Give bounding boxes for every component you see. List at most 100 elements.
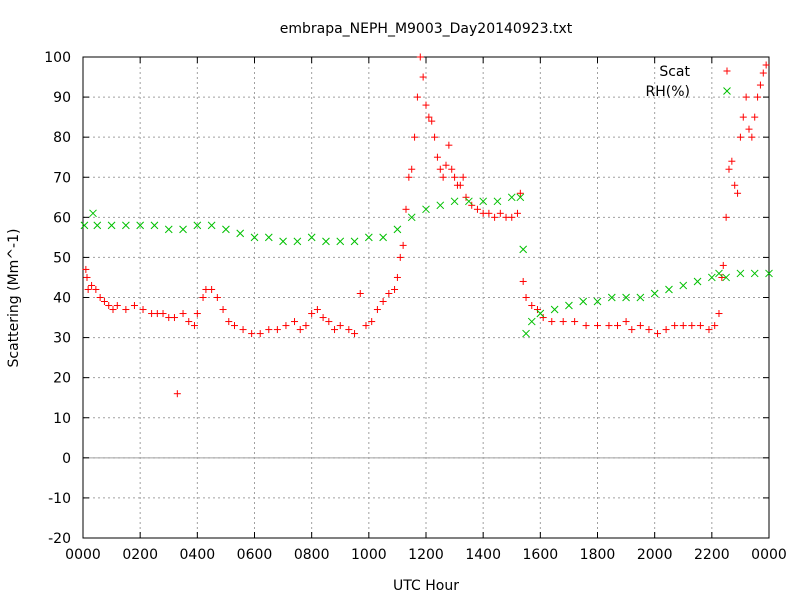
scat-point (696, 322, 704, 330)
scat-point (199, 294, 207, 301)
scat-point (170, 314, 178, 322)
scat-point (379, 298, 387, 306)
x-tick-label: 1200 (408, 547, 444, 563)
x-tick-label: 1800 (580, 547, 616, 563)
scat-point (548, 318, 556, 326)
scat-point (718, 273, 726, 281)
rh-point (436, 201, 445, 210)
scat-point (459, 173, 467, 181)
scat-point (345, 326, 353, 334)
rh-point (516, 193, 525, 202)
scat-point (442, 161, 450, 169)
scat-point (731, 181, 739, 189)
rh-point (393, 225, 402, 234)
rh-point (722, 273, 730, 282)
scat-point (636, 322, 644, 330)
scat-point (759, 69, 767, 77)
rh-point (322, 237, 330, 246)
scat-point (122, 306, 130, 314)
scat-point (539, 314, 547, 322)
scat-point (308, 310, 316, 318)
rh-point (364, 233, 373, 242)
rh-point (136, 221, 145, 230)
scat-point (84, 285, 92, 293)
scat-point (679, 322, 687, 330)
rh-point (193, 221, 202, 230)
scat-point (559, 318, 567, 326)
rh-point (565, 301, 573, 310)
rh-point (307, 233, 316, 242)
scat-point (448, 165, 456, 173)
scat-point (719, 261, 727, 269)
x-axis-label: UTC Hour (393, 578, 459, 594)
rh-point (407, 213, 416, 222)
scat-point (473, 205, 481, 213)
scat-point (416, 53, 424, 61)
scat-point (411, 133, 419, 141)
y-axis-label: Scattering (Mm^-1) (6, 229, 22, 368)
x-tick-label: 0600 (237, 547, 273, 563)
scat-point (462, 193, 470, 201)
scat-point (711, 322, 719, 330)
scat-point (519, 277, 527, 285)
rh-point (622, 293, 630, 302)
rh-point (465, 197, 473, 206)
scat-point (516, 189, 524, 197)
scat-point (248, 330, 256, 338)
x-tick-label: 2200 (694, 547, 730, 563)
scat-point (662, 326, 670, 334)
rh-point (122, 221, 130, 230)
rh-point (150, 221, 159, 230)
rh-point (536, 309, 545, 318)
scat-point (185, 318, 193, 326)
scat-point (405, 173, 413, 181)
rh-point (350, 237, 359, 246)
rh-point (450, 197, 459, 206)
rh-point (765, 269, 773, 278)
scat-point (742, 93, 750, 101)
scat-point (671, 322, 679, 330)
rh-point (665, 285, 673, 294)
rh-point (89, 209, 97, 218)
scat-point (491, 213, 499, 221)
scat-point (139, 306, 147, 314)
scat-point (468, 201, 476, 209)
scat-point (622, 318, 630, 326)
scat-point (219, 306, 227, 314)
rh-point (607, 293, 616, 302)
scat-point (748, 133, 756, 141)
scat-point (105, 302, 113, 310)
scat-point (362, 322, 370, 330)
scat-point (715, 310, 723, 318)
scat-point (756, 81, 764, 89)
rh-point (736, 269, 745, 278)
scat-point (313, 306, 321, 314)
scat-point (88, 281, 96, 289)
scat-point (399, 241, 407, 249)
scat-point (422, 101, 430, 109)
rh-point (236, 229, 245, 238)
rh-point (550, 305, 559, 314)
scat-point (265, 326, 273, 334)
scat-point (736, 133, 744, 141)
scat-point (522, 294, 530, 301)
rh-point (693, 277, 702, 286)
scat-point (396, 253, 404, 261)
scat-point (239, 326, 247, 334)
scat-point (325, 318, 333, 326)
y-tick-label: 10 (53, 411, 71, 427)
series-scat (82, 53, 770, 398)
series-layer (80, 53, 773, 398)
scat-point (754, 93, 762, 101)
rh-point (207, 221, 216, 230)
x-tick-label: 0000 (65, 547, 101, 563)
rh-point (707, 273, 716, 282)
scat-point (373, 306, 381, 314)
rh-point (679, 281, 688, 290)
scat-point (614, 322, 622, 330)
rh-point (750, 269, 759, 278)
scat-point (654, 330, 662, 338)
legend-marker-scat (723, 67, 731, 75)
scat-point (130, 302, 138, 310)
